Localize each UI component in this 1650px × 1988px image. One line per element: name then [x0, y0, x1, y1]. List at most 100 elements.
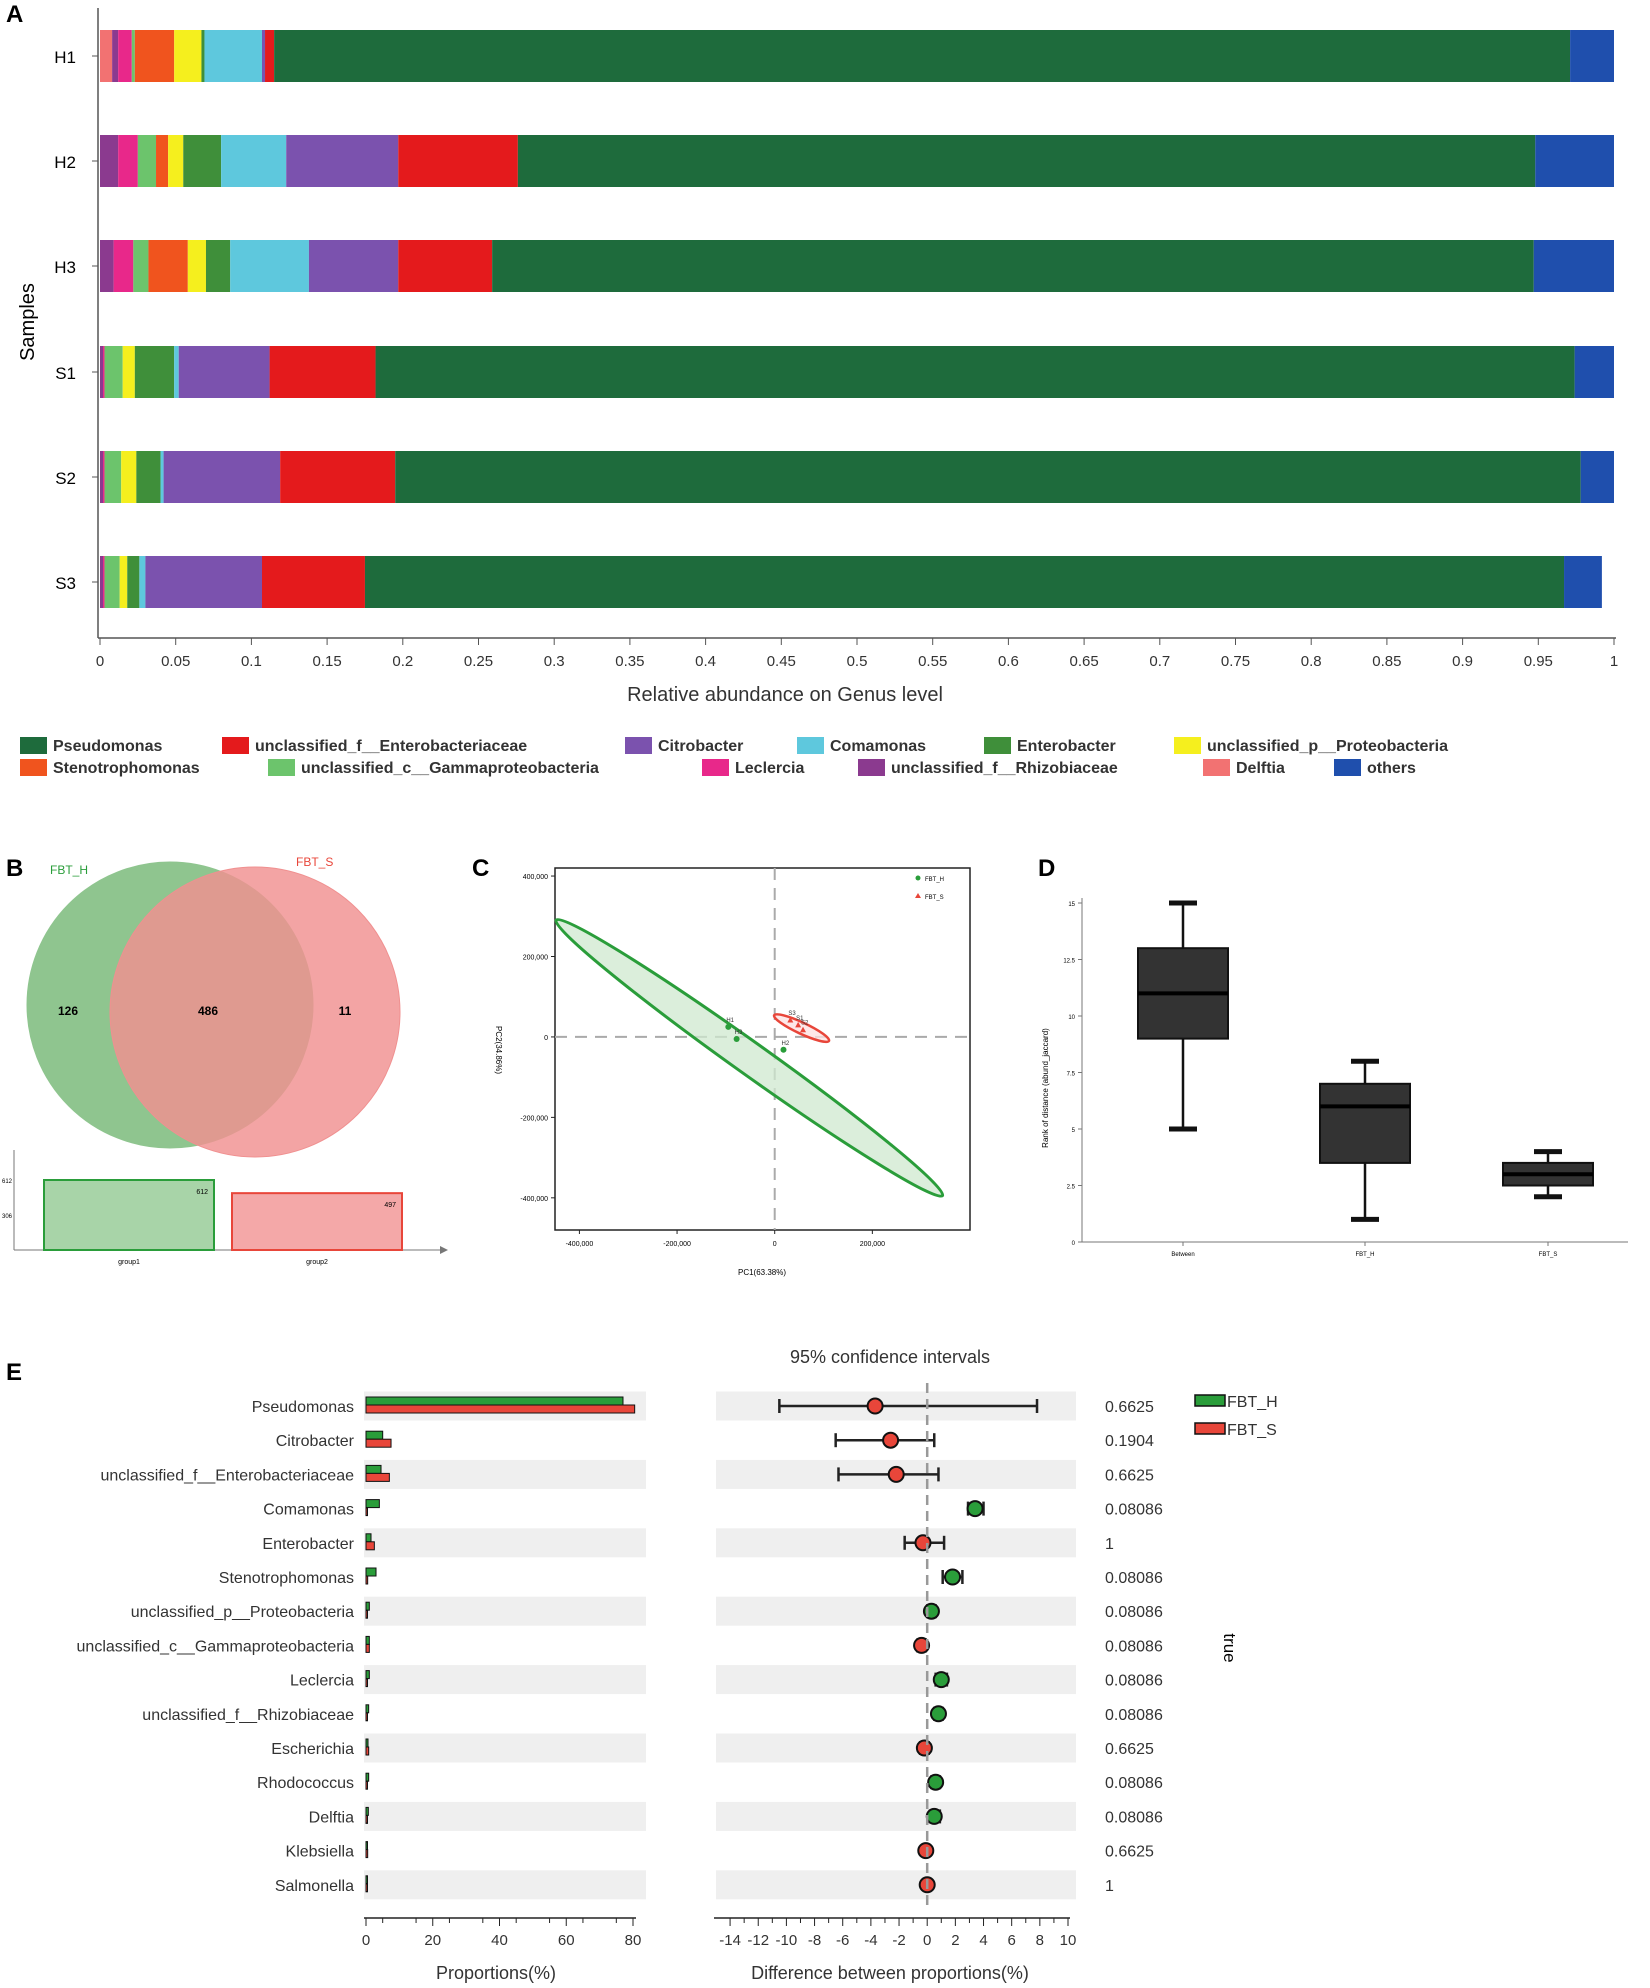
difference-x-tick-label-12: 10: [1060, 1932, 1077, 1949]
proportion-x-tick-label-0: 0: [362, 1932, 370, 1949]
bar-fbt-s-rhodococcus: [365, 1780, 368, 1790]
bar-fbt-h-delftia: [365, 1806, 369, 1816]
ci-point-leclercia: [932, 1671, 950, 1689]
pca-legend-marker-fbt-h: [915, 875, 921, 881]
bar-h1-unclassified-f-enterobacteriaceae: [265, 30, 275, 82]
bar-h2-unclassified-c-gammaproteobacteria: [137, 135, 157, 187]
x-tick-label-15: 0.75: [1221, 653, 1250, 670]
ci-point-escherichia: [915, 1739, 933, 1757]
venn-bar-ytick-0: 612: [2, 1179, 13, 1185]
panel-b-set-size-bars: 612 group1 497 group2 612 306: [2, 1150, 448, 1266]
legend-swatch-stenotrophomonas: [20, 759, 47, 776]
difference-row-stripe-enterobacter: [716, 1528, 1076, 1558]
pca-point-label-h1: H1: [726, 1018, 734, 1024]
venn-bar-label-group2: group2: [306, 1259, 328, 1266]
x-tick-label-14: 0.7: [1149, 653, 1170, 670]
category-label-comamonas: Comamonas: [263, 1502, 354, 1519]
x-tick-label-12: 0.6: [998, 653, 1019, 670]
legend-label-fbt-h: FBT_H: [1227, 1394, 1278, 1411]
bar-fbt-s-comamonas: [365, 1507, 368, 1517]
ci-point-unclassified-f-enterobacteriaceae: [887, 1465, 905, 1483]
legend-swatch-fbt-h: [1194, 1394, 1226, 1407]
proportion-x-tick-label-3: 60: [558, 1932, 575, 1949]
difference-x-tick-label-1: -12: [747, 1932, 769, 1949]
p-value-salmonella: 1: [1105, 1878, 1114, 1895]
bar-fbt-h-citrobacter: [365, 1430, 384, 1440]
category-label-pseudomonas: Pseudomonas: [252, 1399, 354, 1416]
ci-point-pseudomonas: [866, 1397, 884, 1415]
bar-fbt-s-delftia: [365, 1814, 368, 1824]
venn-circle-fbt-s: [109, 866, 401, 1158]
bar-h1-citrobacter: [261, 30, 266, 82]
legend-label-citrobacter: Citrobacter: [658, 738, 743, 755]
legend-swatch-unclassified-p-proteobacteria: [1174, 737, 1201, 754]
difference-x-tick-label-9: 4: [979, 1932, 987, 1949]
venn-count-shared: 486: [198, 1004, 218, 1018]
bar-h2-enterobacter: [183, 135, 222, 187]
x-tick-label-3: 0.15: [312, 653, 341, 670]
pca-point-s1: [795, 1021, 802, 1028]
pca-point-label-s1: S1: [796, 1016, 804, 1022]
x-tick-label-6: 0.3: [544, 653, 565, 670]
venn-count-only-h: 126: [58, 1004, 78, 1018]
y-tick-label-s2: S2: [55, 469, 76, 488]
bar-h2-leclercia: [118, 135, 138, 187]
bar-fbt-h-rhodococcus: [365, 1772, 370, 1782]
category-label-unclassified-c-gammaproteobacteria: unclassified_c__Gammaproteobacteria: [77, 1638, 355, 1655]
bar-h3-enterobacter: [205, 240, 231, 292]
bar-fbt-s-pseudomonas: [365, 1404, 636, 1414]
bar-s3-leclercia: [103, 556, 105, 608]
ci-point-delftia: [925, 1807, 943, 1825]
bar-h1-pseudomonas: [274, 30, 1571, 82]
bar-h3-leclercia: [113, 240, 134, 292]
bar-fbt-s-escherichia: [365, 1746, 370, 1756]
boxplot-y-tick-label-1: 12.5: [1063, 959, 1075, 965]
ci-point-citrobacter: [882, 1431, 900, 1449]
bar-h2-unclassified-f-rhizobiaceae: [100, 135, 119, 187]
panel-e-extended-error-bar: E 95% confidence intervals Pseudomonas Ci…: [6, 1347, 1278, 1983]
x-tick-label-0: 0: [96, 653, 104, 670]
ci-point-stenotrophomonas: [944, 1568, 962, 1586]
boxplot-box-fbt-h: [1319, 1082, 1411, 1164]
bar-h3-unclassified-c-gammaproteobacteria: [133, 240, 149, 292]
difference-x-tick-label-0: -14: [719, 1932, 741, 1949]
pca-point-s3: [787, 1017, 794, 1023]
bar-s3-citrobacter: [145, 556, 262, 608]
bar-h1-delftia: [100, 30, 113, 82]
legend-label-unclassified-f-enterobacteriaceae: unclassified_f__Enterobacteriaceae: [255, 738, 527, 755]
pca-y-tick-label-4: -400,000: [520, 1196, 548, 1203]
panel-label-d: D: [1038, 855, 1055, 882]
difference-row-stripe-leclercia: [716, 1665, 1076, 1695]
panel-b-venn-diagram: B FBT_H FBT_S 126 486 11 612 group1 497 gro…: [2, 855, 448, 1266]
category-label-delftia: Delftia: [309, 1809, 354, 1826]
bar-s2-unclassified-f-enterobacteriaceae: [280, 451, 396, 503]
bar-s3-unclassified-f-enterobacteriaceae: [261, 556, 365, 608]
venn-bar-label-group1: group1: [118, 1259, 140, 1266]
bar-h3-citrobacter: [308, 240, 399, 292]
pca-x-tick-label-1: -200,000: [663, 1241, 691, 1248]
y-tick-label-h3: H3: [54, 258, 76, 277]
bar-h1-others: [1570, 30, 1614, 82]
venn-label-fbt-s: FBT_S: [296, 855, 333, 869]
bar-h3-pseudomonas: [492, 240, 1534, 292]
bar-s1-comamonas: [174, 346, 179, 398]
boxplot-x-tick-label-between: Between: [1171, 1252, 1194, 1258]
bar-fbt-h-unclassified-f-rhizobiaceae: [365, 1704, 370, 1714]
bar-s3-others: [1564, 556, 1602, 608]
difference-x-tick-label-4: -6: [836, 1932, 849, 1949]
legend-swatch-fbt-s: [1194, 1422, 1226, 1435]
p-value-unclassified-c-gammaproteobacteria: 0.08086: [1105, 1638, 1163, 1655]
ci-point-unclassified-f-rhizobiaceae: [929, 1705, 947, 1723]
category-label-citrobacter: Citrobacter: [276, 1433, 355, 1450]
legend-swatch-comamonas: [797, 737, 824, 754]
p-value-pseudomonas: 0.6625: [1105, 1399, 1154, 1416]
panel-e-confidence-intervals: [778, 1383, 1039, 1906]
boxplot-y-tick-label-3: 7.5: [1067, 1072, 1076, 1078]
bar-s2-leclercia: [103, 451, 105, 503]
category-label-rhodococcus: Rhodococcus: [257, 1775, 354, 1792]
x-tick-label-13: 0.65: [1069, 653, 1098, 670]
pca-point-label-s3: S3: [788, 1011, 796, 1017]
proportion-x-tick-label-1: 20: [424, 1932, 441, 1949]
